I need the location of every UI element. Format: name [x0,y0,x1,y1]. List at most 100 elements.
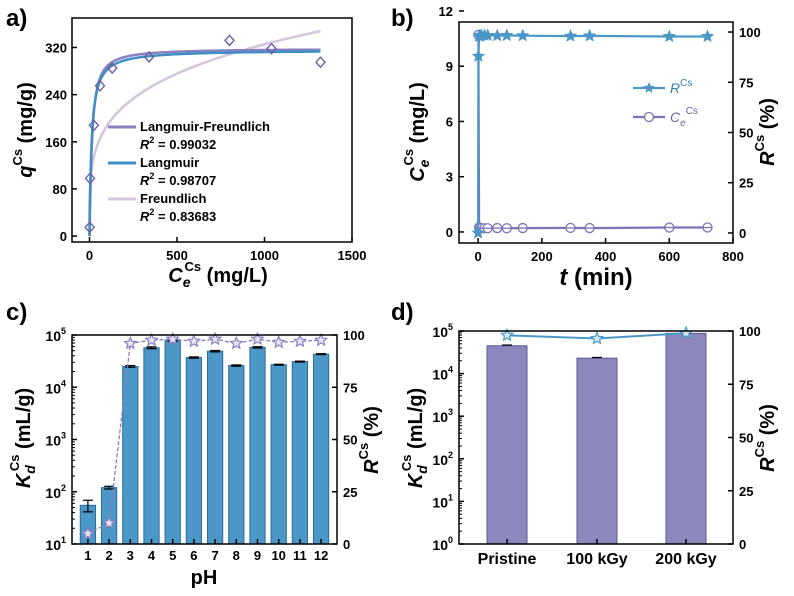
legend-marker [643,82,655,93]
y2-axis-label: RCs (%) [752,404,779,472]
y-tick-label: 103 [432,407,453,425]
removal-point [229,335,244,350]
y-tick-label: 102 [432,450,453,468]
legend-r2: R2 = 0.99032 [140,135,216,152]
r-point [700,29,715,43]
legend-entry: Langmuir-Freundlich [140,119,270,134]
r-series-line [477,34,708,234]
y2-tick-label: 100 [739,324,761,339]
legend-entry: Freundlich [140,191,207,206]
panel-label: b) [391,5,414,32]
bar [143,347,160,545]
x-tick-label: 7 [211,548,218,563]
y-tick-label: 100 [432,535,453,553]
x-tick-label: 8 [233,548,240,563]
y-tick-label: 320 [45,40,67,55]
y-axis-label: KdCs (mL/g) [399,388,430,488]
langmuir-curve [88,50,321,236]
y2-tick-label: 25 [739,176,753,191]
y2-tick-label: 50 [343,433,357,448]
x-tick-label: 200 kGy [655,551,716,568]
x-tick-label: 5 [169,548,176,563]
y-tick-label: 0 [60,229,67,244]
legend-entry: Langmuir [140,155,199,170]
x-tick-label: 12 [314,548,328,563]
x-tick-label: 4 [148,548,156,563]
removal-point [250,331,265,346]
data-point [315,56,326,69]
y-tick-label: 105 [432,322,453,340]
x-tick-label: 9 [254,548,261,563]
bar [486,345,528,545]
panel-label: a) [6,5,27,32]
data-point [88,119,100,132]
x-tick-label: 6 [190,548,197,563]
x-tick-label: 11 [293,548,307,563]
removal-point [589,330,605,345]
bar [270,364,287,545]
y-tick-label: 105 [45,326,66,344]
y-axis-label: CeCs (mg/L) [401,82,432,182]
bar [291,361,309,545]
x-axis-label: CeCs (mg/L) [168,259,268,290]
y2-tick-label: 0 [739,226,746,241]
removal-point [101,515,117,530]
panel-label: d) [391,299,414,326]
y2-tick-label: 100 [739,25,761,40]
data-point [84,172,96,185]
x-tick-label: 100 kGy [566,551,627,568]
y-tick-label: 0 [446,225,453,240]
y-tick-label: 102 [45,483,66,501]
bar [312,353,330,545]
plot-frame [458,21,734,244]
data-point [106,62,118,75]
x-tick-label: 1 [84,548,91,563]
bar [249,346,266,545]
x-tick-label: 500 [166,248,188,263]
data-point [143,50,155,63]
x-tick-label: 1000 [250,248,279,263]
y-axis-label: KdCs (mL/g) [7,388,38,488]
y-tick-label: 240 [45,88,67,103]
y-tick-label: 104 [432,365,453,383]
y2-tick-label: 0 [739,537,746,552]
r-point [500,28,514,42]
data-point [266,42,277,55]
data-point [84,221,96,234]
data-point [224,34,235,47]
removal-point [123,335,138,350]
r-point [490,28,504,42]
bar [206,350,224,545]
bar [185,357,203,545]
bar [228,365,245,545]
r-point [471,49,486,62]
plot-frame [71,17,353,243]
x-tick-label: 200 [531,249,553,264]
y2-tick-label: 25 [343,485,357,500]
y-tick-label: 12 [439,4,453,19]
x-tick-label: 3 [127,548,134,563]
x-tick-label: 400 [595,249,617,264]
y2-tick-label: 75 [739,377,753,392]
y2-tick-label: 75 [343,380,357,395]
r-point [471,225,485,239]
y2-tick-label: 25 [739,484,753,499]
removal-line [87,338,322,535]
x-tick-label: 800 [722,249,744,264]
y-axis-label: qCs (mg/g) [10,82,37,178]
panel-c: 1 2 3 4 5 6 7 8 9 10 11 121011021031041050255075100… [6,299,383,589]
y2-axis-label: RCs (%) [752,98,779,166]
x-tick-label: 600 [658,249,680,264]
x-tick-label: 10 [271,548,285,563]
removal-point [207,331,223,346]
legend-r2: R2 = 0.83683 [140,207,216,224]
removal-point [80,525,96,540]
legend-marker [643,111,655,123]
y-tick-label: 101 [432,492,453,510]
x-tick-label: Pristine [478,551,537,568]
y-tick-label: 104 [45,378,66,396]
bar [576,357,618,545]
y-tick-label: 80 [53,182,67,197]
y2-tick-label: 0 [343,537,350,552]
y-tick-label: 160 [45,135,67,150]
